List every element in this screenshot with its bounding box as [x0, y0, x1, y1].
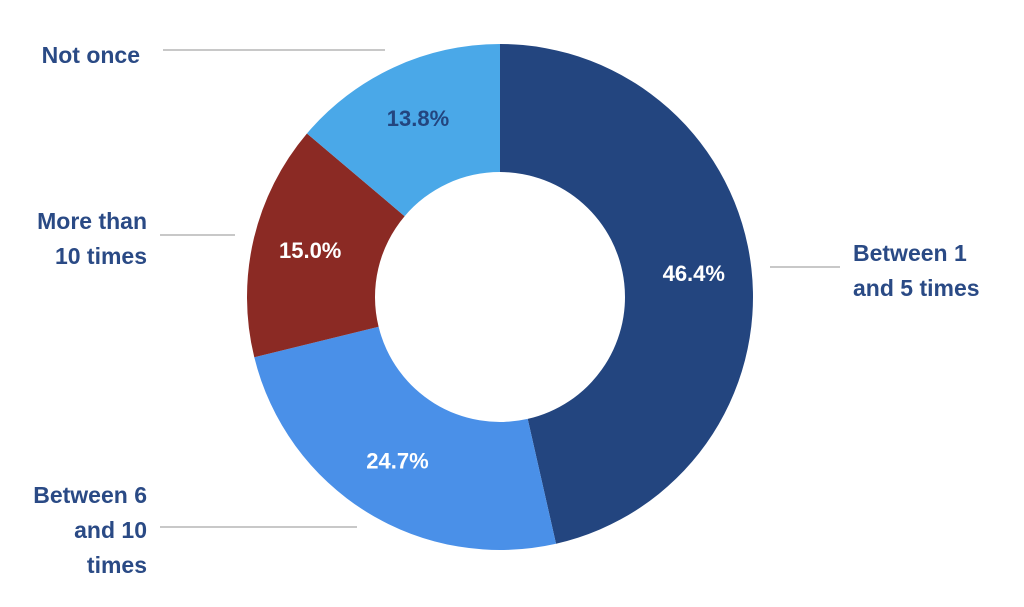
category-label: Between 1 and 5 times: [853, 240, 980, 301]
category-label: More than 10 times: [37, 208, 147, 269]
value-label: 46.4%: [663, 261, 725, 286]
donut-slice: [306, 44, 500, 217]
donut-slice: [500, 43, 754, 544]
donut-slice: [254, 326, 557, 550]
category-label: Not once: [42, 42, 140, 68]
value-label: 13.8%: [387, 106, 449, 131]
value-label: 24.7%: [366, 449, 428, 474]
category-label: Between 6 and 10 times: [33, 482, 147, 578]
donut-slice: [247, 133, 405, 358]
value-label: 15.0%: [279, 238, 341, 263]
